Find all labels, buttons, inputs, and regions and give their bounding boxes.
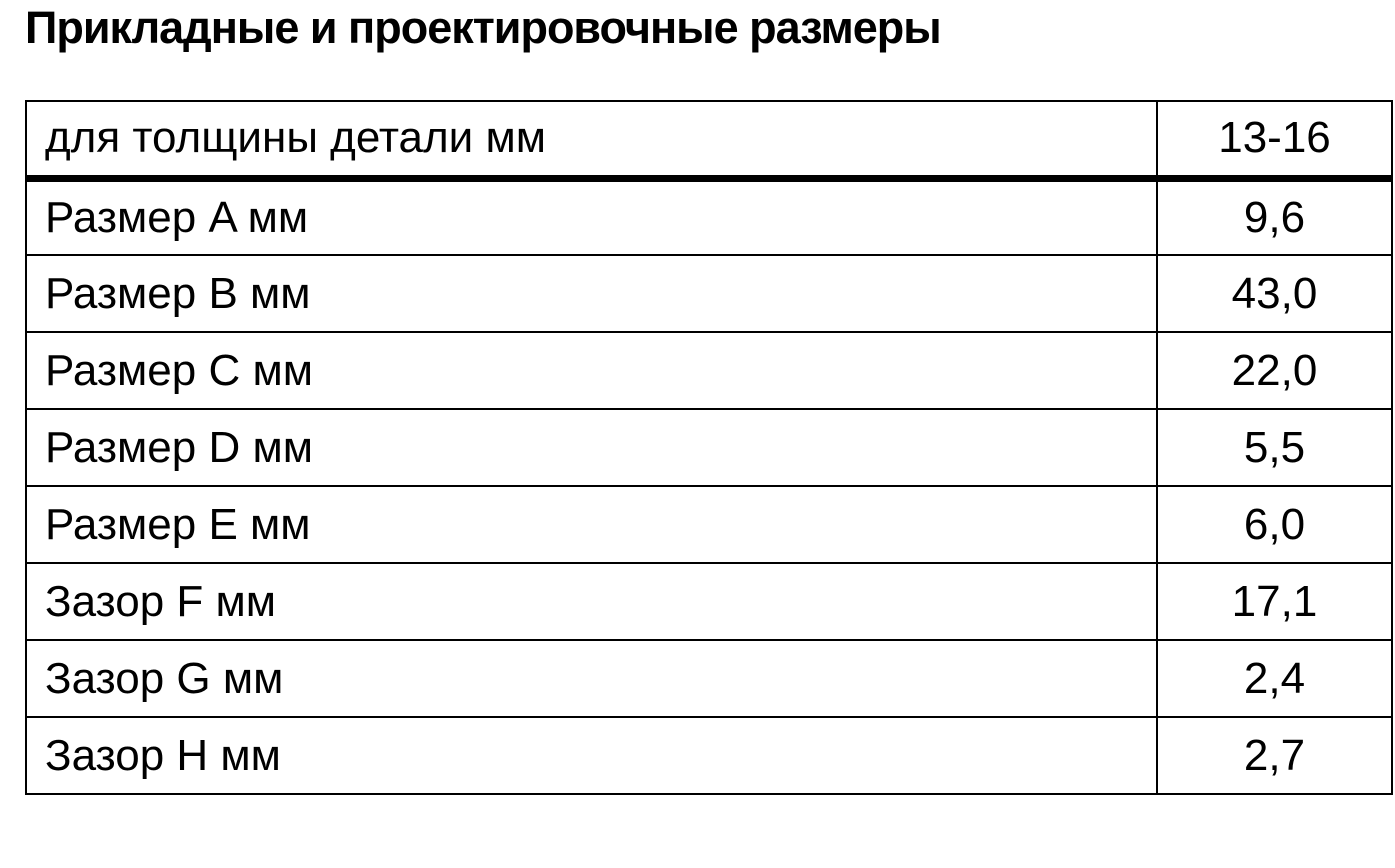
row-label-cell: Размер A мм [25,177,1158,256]
row-label-cell: Размер C мм [25,331,1158,410]
row-label-cell: Размер D мм [25,408,1158,487]
header-label-cell: для толщины детали мм [25,100,1158,182]
row-label-cell: Зазор G мм [25,639,1158,718]
row-value-cell: 43,0 [1156,254,1393,333]
table-row: Зазор F мм 17,1 [25,562,1393,641]
header-value-cell: 13-16 [1156,100,1393,182]
row-value-cell: 5,5 [1156,408,1393,487]
row-value-cell: 9,6 [1156,177,1393,256]
row-value-cell: 2,7 [1156,716,1393,795]
row-label-cell: Зазор F мм [25,562,1158,641]
table-row: Размер E мм 6,0 [25,485,1393,564]
table-row: Размер D мм 5,5 [25,408,1393,487]
dimensions-table: для толщины детали мм 13-16 Размер A мм … [25,100,1393,795]
table-row: Зазор H мм 2,7 [25,716,1393,795]
row-value-cell: 22,0 [1156,331,1393,410]
row-label-cell: Размер B мм [25,254,1158,333]
table-row: Размер B мм 43,0 [25,254,1393,333]
row-value-cell: 2,4 [1156,639,1393,718]
row-label-cell: Размер E мм [25,485,1158,564]
table-header-row: для толщины детали мм 13-16 [25,100,1393,182]
table-row: Зазор G мм 2,4 [25,639,1393,718]
row-value-cell: 6,0 [1156,485,1393,564]
table-row: Размер C мм 22,0 [25,331,1393,410]
row-value-cell: 17,1 [1156,562,1393,641]
row-label-cell: Зазор H мм [25,716,1158,795]
table-row: Размер A мм 9,6 [25,177,1393,256]
page-title: Прикладные и проектировочные размеры [25,2,942,53]
